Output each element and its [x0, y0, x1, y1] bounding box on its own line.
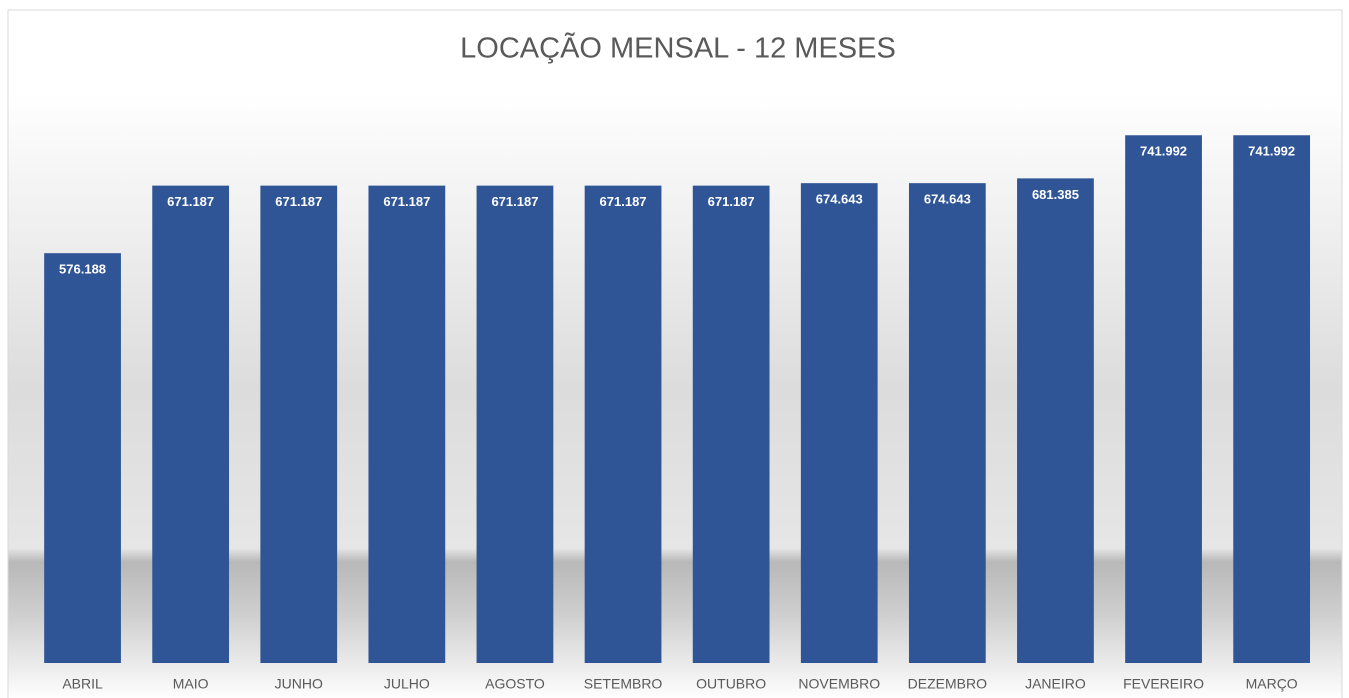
- bar: [692, 185, 770, 664]
- chart-title: LOCAÇÃO MENSAL - 12 MESES: [460, 31, 896, 65]
- data-label: 741.992: [1248, 144, 1295, 159]
- bar: [368, 185, 446, 664]
- x-tick-label: MAIO: [173, 676, 209, 692]
- x-tick-label: DEZEMBRO: [908, 676, 987, 692]
- bar: [152, 185, 230, 664]
- x-tick-label: AGOSTO: [485, 676, 545, 692]
- data-label: 671.187: [600, 194, 647, 209]
- bar: [44, 253, 121, 663]
- bar: [1017, 178, 1094, 663]
- x-tick-label: MARÇO: [1246, 676, 1298, 692]
- x-tick-label: SETEMBRO: [584, 676, 663, 692]
- data-label: 674.643: [924, 192, 971, 207]
- data-label: 671.187: [383, 194, 430, 209]
- chart-area: [7, 9, 1343, 698]
- x-tick-label: ABRIL: [62, 676, 103, 692]
- bar: [584, 185, 662, 664]
- x-tick-label: JANEIRO: [1025, 676, 1086, 692]
- x-tick-label: JULHO: [384, 676, 430, 692]
- bar: [800, 183, 878, 664]
- data-label: 576.188: [59, 262, 106, 277]
- x-tick-label: JUNHO: [275, 676, 323, 692]
- data-label: 671.187: [491, 194, 538, 209]
- x-tick-label: OUTUBRO: [696, 676, 766, 692]
- bar: [908, 183, 986, 664]
- x-tick-label: FEVEREIRO: [1123, 676, 1204, 692]
- data-label: 671.187: [167, 194, 214, 209]
- bar: [476, 185, 554, 664]
- bar: [1125, 135, 1202, 664]
- data-label: 674.643: [816, 192, 863, 207]
- data-label: 671.187: [275, 194, 322, 209]
- data-label: 671.187: [708, 194, 755, 209]
- bar: [260, 185, 338, 664]
- x-tick-label: NOVEMBRO: [798, 676, 880, 692]
- data-label: 681.385: [1032, 187, 1079, 202]
- data-label: 741.992: [1140, 144, 1187, 159]
- bar: [1233, 135, 1311, 664]
